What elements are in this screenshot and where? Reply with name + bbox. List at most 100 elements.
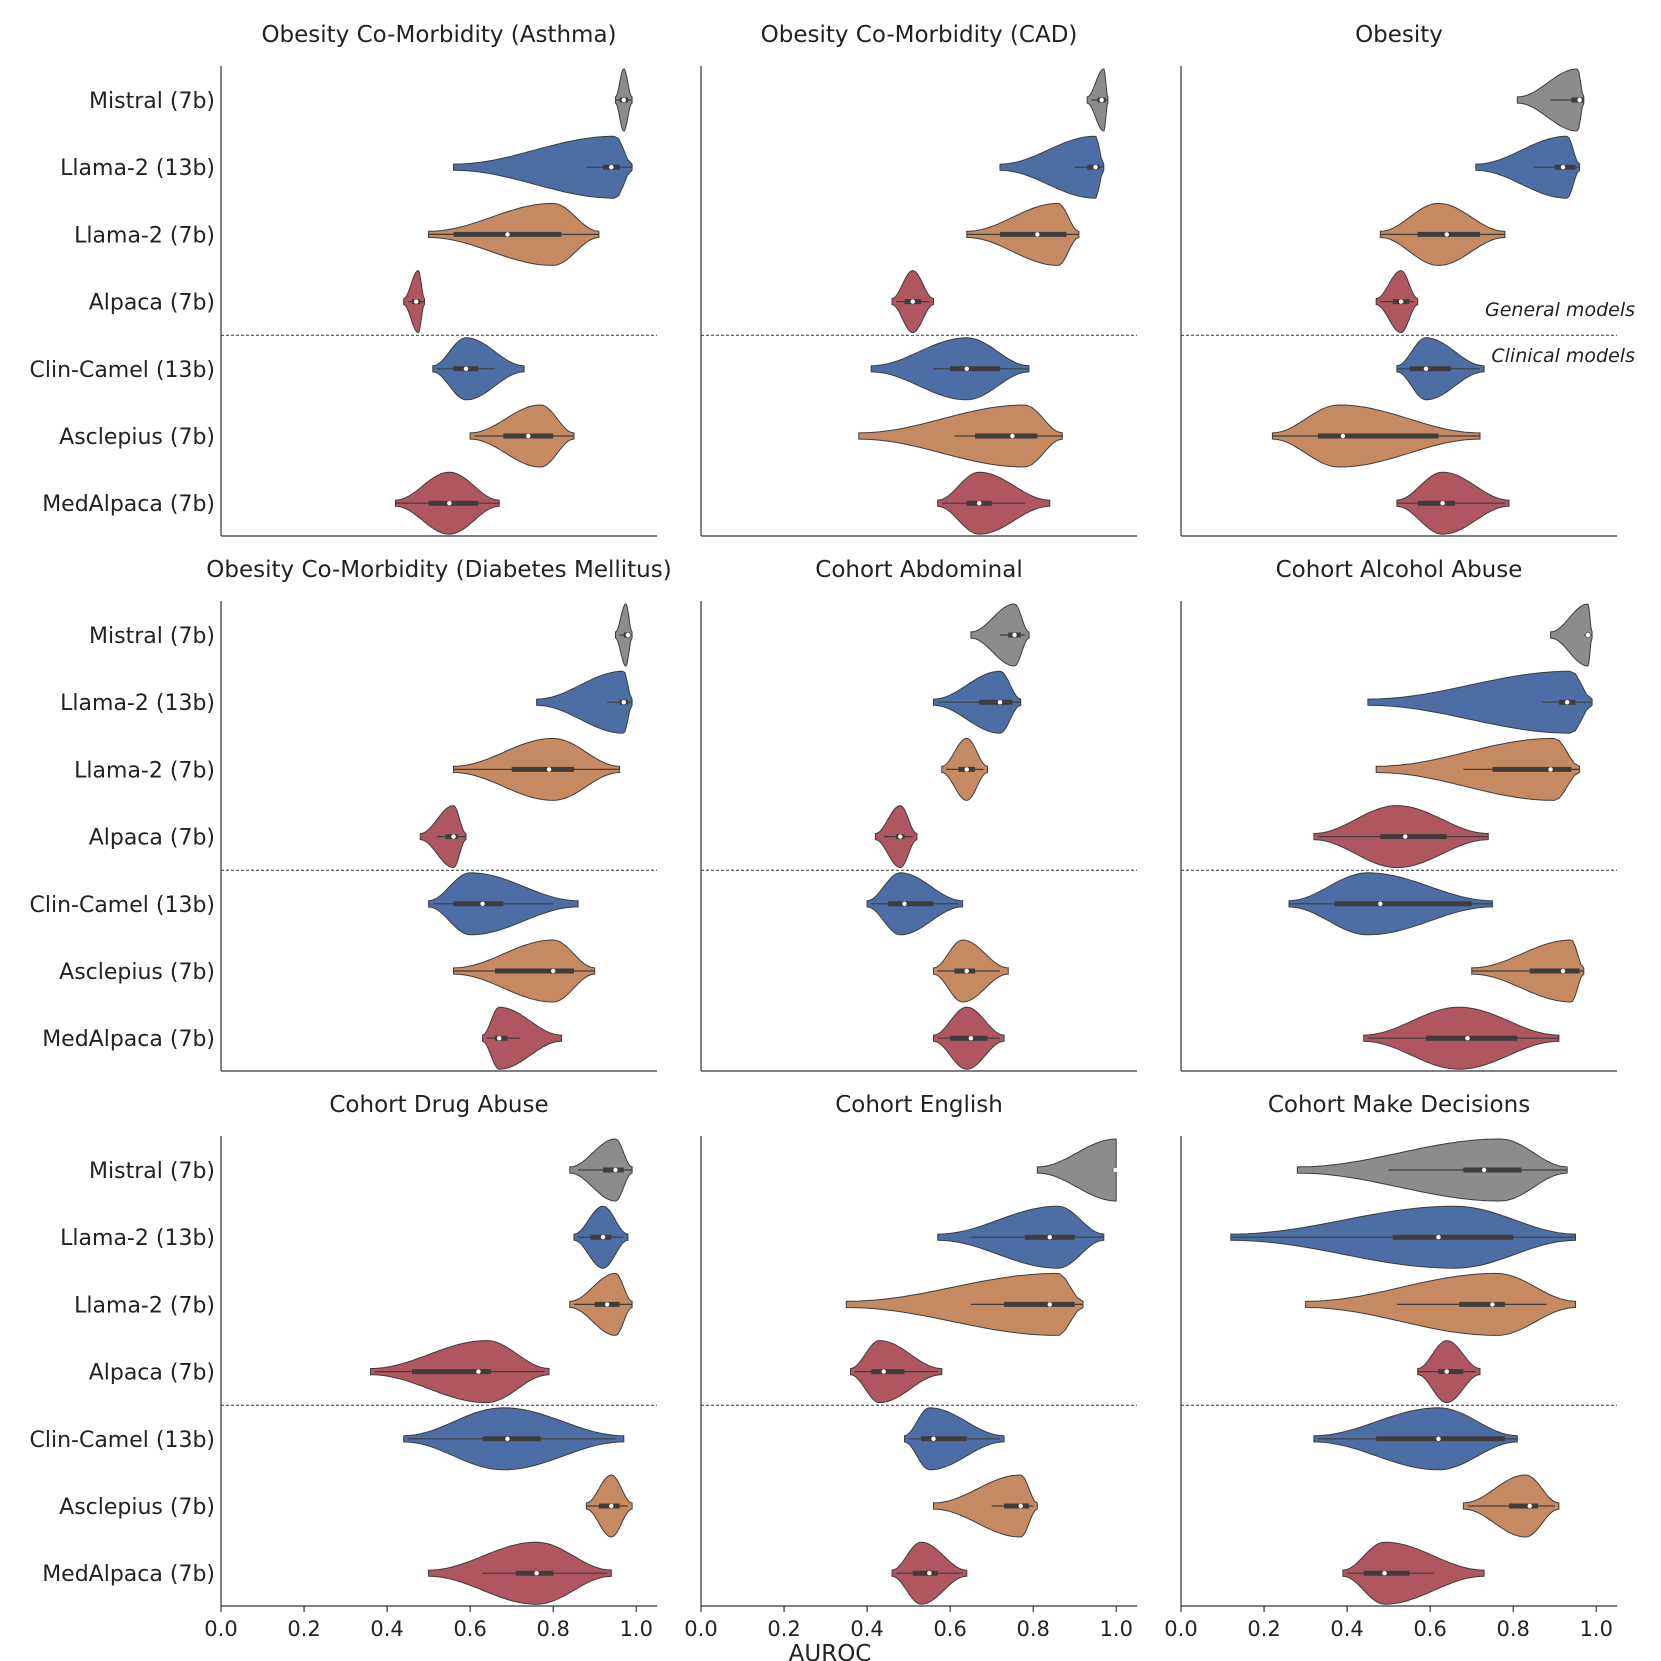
violin-body xyxy=(970,603,1030,667)
y-tick-label: Clin-Camel (13b) xyxy=(29,1428,215,1453)
violin-median xyxy=(609,1503,614,1509)
violin-median xyxy=(546,767,552,772)
x-tick-label: 0.2 xyxy=(1247,1617,1280,1641)
x-tick-label: 0.0 xyxy=(684,1617,717,1641)
violin-median xyxy=(881,1369,886,1374)
x-tick-label: 1.0 xyxy=(1580,1617,1613,1641)
violin-median xyxy=(1010,433,1015,439)
violin-median xyxy=(505,1436,510,1442)
panel-title: Cohort Drug Abuse xyxy=(329,1092,548,1118)
violin-median xyxy=(1560,968,1566,974)
violin-median xyxy=(1560,165,1566,170)
y-tick-label: Asclepius (7b) xyxy=(59,960,215,985)
violin-body xyxy=(999,135,1105,199)
violin-median xyxy=(910,299,915,304)
violin-median xyxy=(604,1302,610,1307)
violin-median xyxy=(1527,1503,1533,1509)
violin-median xyxy=(413,299,419,304)
violin-median xyxy=(476,1369,481,1374)
panel-title: Cohort Abdominal xyxy=(815,557,1022,583)
y-tick-label: Clin-Camel (13b) xyxy=(29,893,215,918)
violin-median xyxy=(902,901,907,906)
violin-median xyxy=(625,632,631,638)
violin-median xyxy=(480,901,485,906)
violin-median xyxy=(1490,1302,1495,1307)
y-tick-label: Asclepius (7b) xyxy=(59,425,215,450)
x-tick-label: 0.0 xyxy=(1164,1617,1197,1641)
panel-title: Obesity Co-Morbidity (Asthma) xyxy=(261,22,616,48)
violin-median xyxy=(621,97,626,103)
violin-median xyxy=(997,700,1003,705)
y-tick-label: Asclepius (7b) xyxy=(59,1495,215,1520)
x-tick-label: 0.4 xyxy=(370,1617,403,1641)
violin-median xyxy=(898,834,903,839)
y-tick-label: MedAlpaca (7b) xyxy=(42,1562,215,1587)
x-tick-label: 0.6 xyxy=(1413,1617,1446,1641)
violin-median xyxy=(497,1036,502,1041)
x-tick-label: 0.6 xyxy=(453,1617,486,1641)
x-tick-label: 0.8 xyxy=(1016,1617,1049,1641)
violin-median xyxy=(1436,1235,1441,1240)
x-tick-label: 0.6 xyxy=(933,1617,966,1641)
y-tick-label: MedAlpaca (7b) xyxy=(42,492,215,517)
violin-median xyxy=(1548,767,1553,772)
violin-median xyxy=(964,968,969,974)
violin-body xyxy=(933,1474,1038,1538)
violin-median xyxy=(550,968,556,974)
violin-median xyxy=(1378,901,1383,906)
x-tick-label: 0.2 xyxy=(767,1617,800,1641)
violin-median xyxy=(1035,232,1040,237)
violin-median xyxy=(505,232,510,237)
panel: Cohort Alcohol Abuse xyxy=(1180,557,1617,1072)
panel: Cohort Abdominal xyxy=(700,557,1137,1072)
panel: Cohort Drug Abuse Mistral (7b) Llama-2 (13… xyxy=(29,1092,657,1641)
y-tick-label: Mistral (7b) xyxy=(89,1159,215,1184)
panel-title: Obesity Co-Morbidity (CAD) xyxy=(761,22,1078,48)
violin-median xyxy=(1444,1369,1449,1374)
violin-median xyxy=(1436,1436,1441,1442)
violin-median xyxy=(600,1235,606,1240)
violin-median xyxy=(1585,632,1591,638)
violin-median xyxy=(968,1036,974,1041)
x-tick-label: 0.2 xyxy=(287,1617,320,1641)
violin-median xyxy=(1099,97,1104,103)
y-tick-label: Clin-Camel (13b) xyxy=(29,358,215,383)
x-tick-label: 0.4 xyxy=(1330,1617,1363,1641)
y-tick-label: Alpaca (7b) xyxy=(89,291,215,316)
violin-median xyxy=(1113,1167,1118,1173)
violin-median xyxy=(977,501,982,506)
violin-median xyxy=(1382,1571,1387,1576)
general-models-label: General models xyxy=(1485,299,1635,321)
y-tick-label: Llama-2 (13b) xyxy=(60,156,215,181)
panel-title: Cohort Make Decisions xyxy=(1268,1092,1530,1118)
violin-median xyxy=(621,700,626,705)
y-tick-label: Alpaca (7b) xyxy=(89,826,215,851)
violin-body xyxy=(1550,603,1593,667)
panel-title: Obesity Co-Morbidity (Diabetes Mellitus) xyxy=(206,557,671,583)
violin-median xyxy=(463,366,469,371)
violin-body xyxy=(1516,68,1585,132)
panel-grid: Obesity Co-Morbidity (Asthma) Mistral (7b… xyxy=(29,22,1617,1641)
violin-median xyxy=(534,1571,539,1576)
violin-median xyxy=(1564,700,1570,705)
violin-body xyxy=(536,670,633,734)
violin-median xyxy=(1403,834,1408,839)
violin-median xyxy=(1423,366,1429,371)
x-tick-label: 0.0 xyxy=(204,1617,237,1641)
panel: Obesity Co-Morbidity (Diabetes Mellitus)… xyxy=(29,557,672,1072)
violin-median xyxy=(1440,501,1445,506)
x-tick-label: 0.8 xyxy=(1496,1617,1529,1641)
violin-body xyxy=(453,135,633,199)
violin-body xyxy=(482,1006,562,1070)
violin-median xyxy=(609,165,614,170)
y-tick-label: Llama-2 (7b) xyxy=(74,758,215,783)
violin-median xyxy=(1398,299,1404,304)
panel-title: Cohort English xyxy=(835,1092,1003,1118)
violin-median xyxy=(1444,232,1449,237)
y-tick-label: Llama-2 (13b) xyxy=(60,691,215,716)
x-tick-label: 0.4 xyxy=(850,1617,883,1641)
x-tick-label: 1.0 xyxy=(620,1617,653,1641)
violin-median xyxy=(526,433,531,439)
panel-title: Cohort Alcohol Abuse xyxy=(1276,557,1523,583)
